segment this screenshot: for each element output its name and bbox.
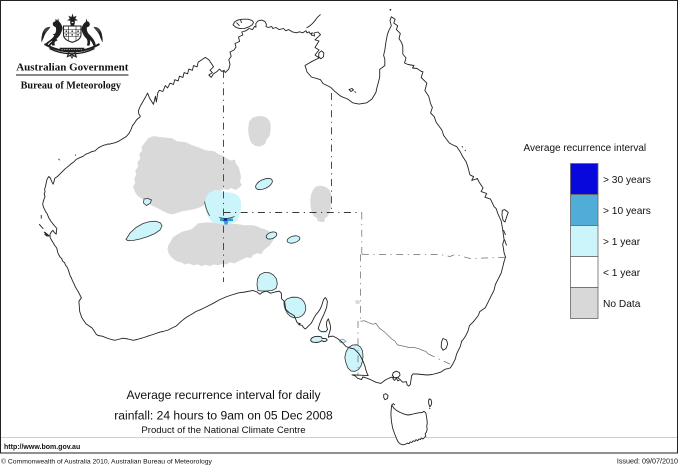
svg-text:Australian Government: Australian Government: [16, 62, 128, 74]
svg-text:Bureau of Meteorology: Bureau of Meteorology: [21, 81, 121, 92]
svg-text:© Commonwealth of Australia 20: © Commonwealth of Australia 2010, Austra…: [1, 458, 213, 466]
svg-text:> 1 year: > 1 year: [603, 237, 641, 248]
svg-text:Average recurrence interval fo: Average recurrence interval for daily: [126, 388, 321, 402]
svg-text:Product of the National Climat: Product of the National Climate Centre: [141, 425, 305, 436]
svg-text:Issued: 09/07/2010: Issued: 09/07/2010: [617, 457, 678, 466]
svg-text:> 10 years: > 10 years: [603, 206, 651, 217]
svg-text:< 1 year: < 1 year: [603, 268, 641, 279]
svg-text:> 30 years: > 30 years: [603, 175, 651, 186]
svg-text:http://www.bom.gov.au: http://www.bom.gov.au: [4, 444, 80, 451]
svg-text:No Data: No Data: [603, 299, 641, 310]
svg-text:rainfall: 24 hours to 9am on 0: rainfall: 24 hours to 9am on 05 Dec 2008: [114, 409, 333, 423]
svg-text:Average recurrence interval: Average recurrence interval: [524, 143, 647, 154]
